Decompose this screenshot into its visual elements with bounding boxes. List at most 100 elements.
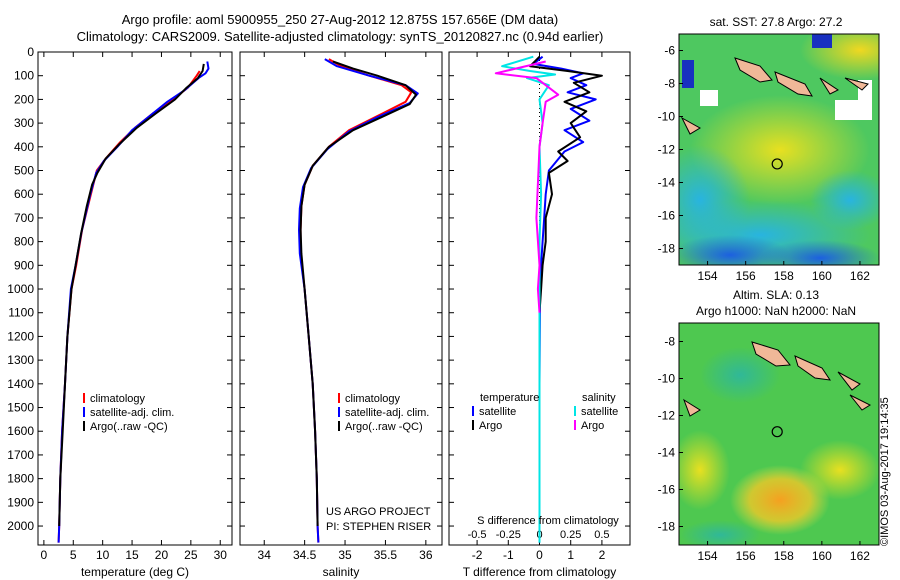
temp-ytick-label: 400 [14,140,34,154]
diff-xtick-label: -2 [472,548,483,562]
temp-ytick-label: 1500 [7,401,34,415]
sst-ytick-label: -16 [658,209,676,223]
temp-ytick-label: 0 [27,45,34,59]
temp-ytick-label: 1200 [7,329,34,343]
title-line-2: Climatology: CARS2009. Satellite-adjuste… [76,29,604,44]
sla-xtick-label: 158 [774,549,794,563]
diff-s-tick-label: 0.25 [560,529,581,541]
temp-xtick-label: 30 [214,548,228,562]
temp-xtick-label: 5 [70,548,77,562]
temp-xlabel: temperature (deg C) [81,565,189,579]
sst-xtick-label: 156 [736,269,756,283]
sal-xtick-label: 35.5 [374,548,398,562]
sal-annotation-project: US ARGO PROJECT [326,506,431,518]
sst-map-field [679,34,879,265]
diff-series-1 [529,55,603,313]
temp-ytick-label: 300 [14,116,34,130]
sla-frame [678,322,880,546]
sla-xtick-label: 156 [736,549,756,563]
sla-xtick-label: 154 [698,549,718,563]
sla-xtick-label: 162 [850,549,870,563]
sla-ytick-label: -18 [658,520,676,534]
temp-xtick-label: 10 [96,548,110,562]
sal-legend-label: climatology [345,393,401,405]
sst-xtick-label: 154 [698,269,718,283]
temp-legend-label: climatology [90,393,146,405]
temp-frame [37,51,233,546]
temp-ytick-label: 100 [14,69,34,83]
temp-ytick-label: 800 [14,235,34,249]
diff-series-2 [501,55,557,543]
temp-series-1 [57,61,210,543]
sst-ytick-label: -14 [658,176,676,190]
diff-t-legend-label: Argo [479,420,502,432]
diff-s-tick-label: -0.25 [496,529,521,541]
sal-legend-label: satellite-adj. clim. [345,407,429,419]
temp-ytick-label: 200 [14,92,34,106]
sla-ytick-label: -16 [658,483,676,497]
sst-ytick-label: -12 [658,143,676,157]
sst-title: sat. SST: 27.8 Argo: 27.2 [710,15,843,29]
temp-ytick-label: 1000 [7,282,34,296]
temp-ytick-label: 500 [14,164,34,178]
sal-xtick-label: 35 [338,548,352,562]
temp-xtick-label: 20 [155,548,169,562]
sla-map-field [679,323,879,545]
sla-subtitle: Argo h1000: NaN h2000: NaN [696,304,856,318]
sal-series-2 [299,60,418,527]
diff-xtick-label: 1 [567,548,574,562]
temp-ytick-label: 1700 [7,448,34,462]
temp-xtick-label: 15 [125,548,139,562]
diff-s-legend-label: satellite [581,406,618,418]
diff-xtick-label: 0 [536,548,543,562]
diff-xtick-label: -1 [503,548,514,562]
temp-ytick-label: 1100 [8,306,34,320]
sla-ytick-label: -14 [658,446,676,460]
sal-xtick-label: 34.5 [293,548,317,562]
sst-ytick-label: -6 [664,44,675,58]
temp-ytick-label: 700 [14,211,34,225]
temp-ytick-label: 900 [14,258,34,272]
sla-float-marker [771,426,783,438]
diff-s-tick-label: -0.5 [468,529,487,541]
diff-s-tick-label: 0.5 [594,529,609,541]
sla-ytick-label: -12 [658,409,676,423]
sal-legend-label: Argo(..raw -QC) [345,421,423,433]
sal-xtick-label: 36 [419,548,433,562]
temp-ytick-label: 1900 [7,495,34,509]
temp-legend-label: satellite-adj. clim. [90,407,174,419]
diff-legend-s-title: salinity [582,392,616,404]
diff-t-legend-label: satellite [479,406,516,418]
diff-xlabel: T difference from climatology [463,565,617,579]
sla-xtick-label: 160 [812,549,832,563]
sal-xlabel: salinity [323,565,360,579]
sst-xtick-label: 162 [850,269,870,283]
sal-xtick-label: 34 [258,548,272,562]
temp-series-0 [57,70,201,543]
sst-ytick-label: -8 [664,77,675,91]
sla-ytick-label: -8 [664,335,675,349]
imos-timestamp: ©IMOS 03-Aug-2017 19:14:35 [879,397,891,546]
temp-xtick-label: 25 [184,548,198,562]
sst-ytick-label: -10 [658,110,676,124]
temp-series-2 [58,63,205,527]
diff-series-3 [494,60,560,313]
sal-annotation-pi: PI: STEPHEN RISER [326,521,431,533]
temp-ytick-label: 1400 [7,377,34,391]
sst-xtick-label: 158 [774,269,794,283]
temp-ytick-label: 1800 [7,472,34,486]
temp-legend-label: Argo(..raw -QC) [90,421,168,433]
diff-legend-t-title: temperature [480,392,539,404]
temp-ytick-label: 1600 [7,424,34,438]
sst-ytick-label: -18 [658,242,676,256]
diff-xtick-label: 2 [599,548,606,562]
diff-s-xlabel: S difference from climatology [477,515,619,527]
sla-title: Altim. SLA: 0.13 [733,288,819,302]
sal-frame [239,51,443,546]
sst-xtick-label: 160 [812,269,832,283]
title-line-1: Argo profile: aoml 5900955_250 27-Aug-20… [121,12,559,27]
temp-xtick-label: 0 [41,548,48,562]
diff-s-legend-label: Argo [581,420,604,432]
sst-float-marker [771,158,783,170]
